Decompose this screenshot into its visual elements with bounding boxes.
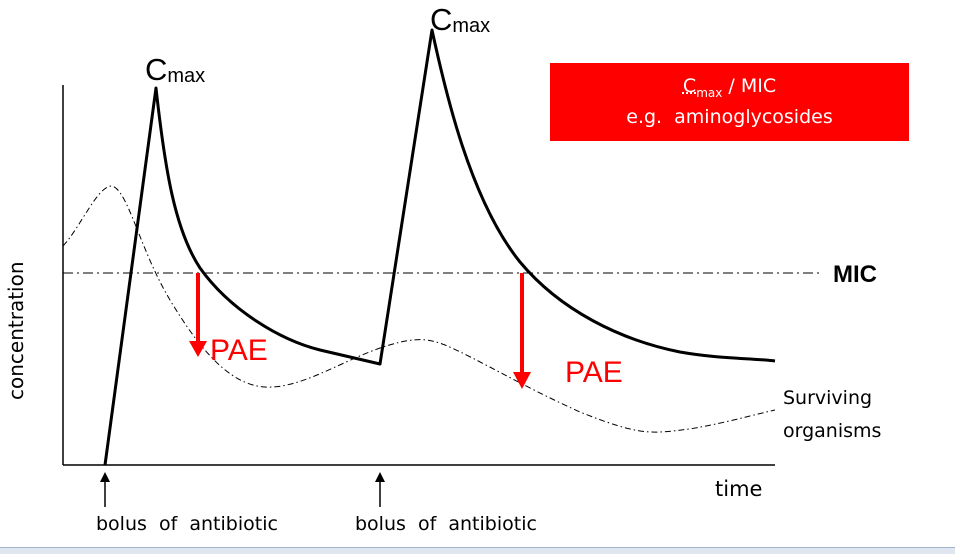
surviving-organisms-curve <box>62 185 776 433</box>
surviving-organisms-label-line1: Surviving <box>783 387 872 409</box>
info-box-cmax-c: C <box>682 74 697 97</box>
pae-arrow-1-head <box>189 341 207 357</box>
mic-label: MIC <box>833 261 877 288</box>
cmax-label-2: Cmax <box>430 2 490 37</box>
bottom-border-bar <box>0 547 955 554</box>
bolus-label-2: bolus of antibiotic <box>355 513 537 535</box>
y-axis-label: concentration <box>4 261 28 400</box>
x-axis-label: time <box>715 477 762 501</box>
bolus-arrow-2-head <box>375 472 385 482</box>
cmax-label-1: Cmax <box>145 52 205 87</box>
info-box-cmax: Cmax <box>682 74 723 100</box>
bolus-label-1: bolus of antibiotic <box>96 513 278 535</box>
info-box-line1: Cmax / MIC <box>683 74 776 106</box>
info-box-mic-text: / MIC <box>722 74 777 97</box>
info-box-cmax-sub: max <box>696 85 723 100</box>
pae-arrow-2-head <box>513 372 531 389</box>
surviving-organisms-label-line2: organisms <box>783 420 881 442</box>
info-box-line2: e.g. aminoglycosides <box>626 106 833 129</box>
pae-label-2: PAE <box>565 356 623 389</box>
pae-label-1: PAE <box>210 334 268 367</box>
cmax-mic-info-box: Cmax / MIC e.g. aminoglycosides <box>550 63 909 141</box>
concentration-curve <box>103 28 776 466</box>
bolus-arrow-1-head <box>100 472 110 482</box>
